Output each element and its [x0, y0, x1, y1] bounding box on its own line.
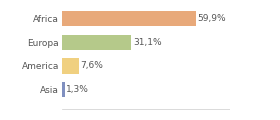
Text: 7,6%: 7,6%: [80, 61, 103, 70]
Bar: [62, 82, 64, 97]
Text: 31,1%: 31,1%: [133, 38, 162, 47]
Text: 59,9%: 59,9%: [198, 14, 226, 23]
Bar: [62, 11, 196, 26]
Bar: [62, 35, 131, 50]
Bar: [62, 58, 79, 74]
Text: 1,3%: 1,3%: [66, 85, 89, 94]
